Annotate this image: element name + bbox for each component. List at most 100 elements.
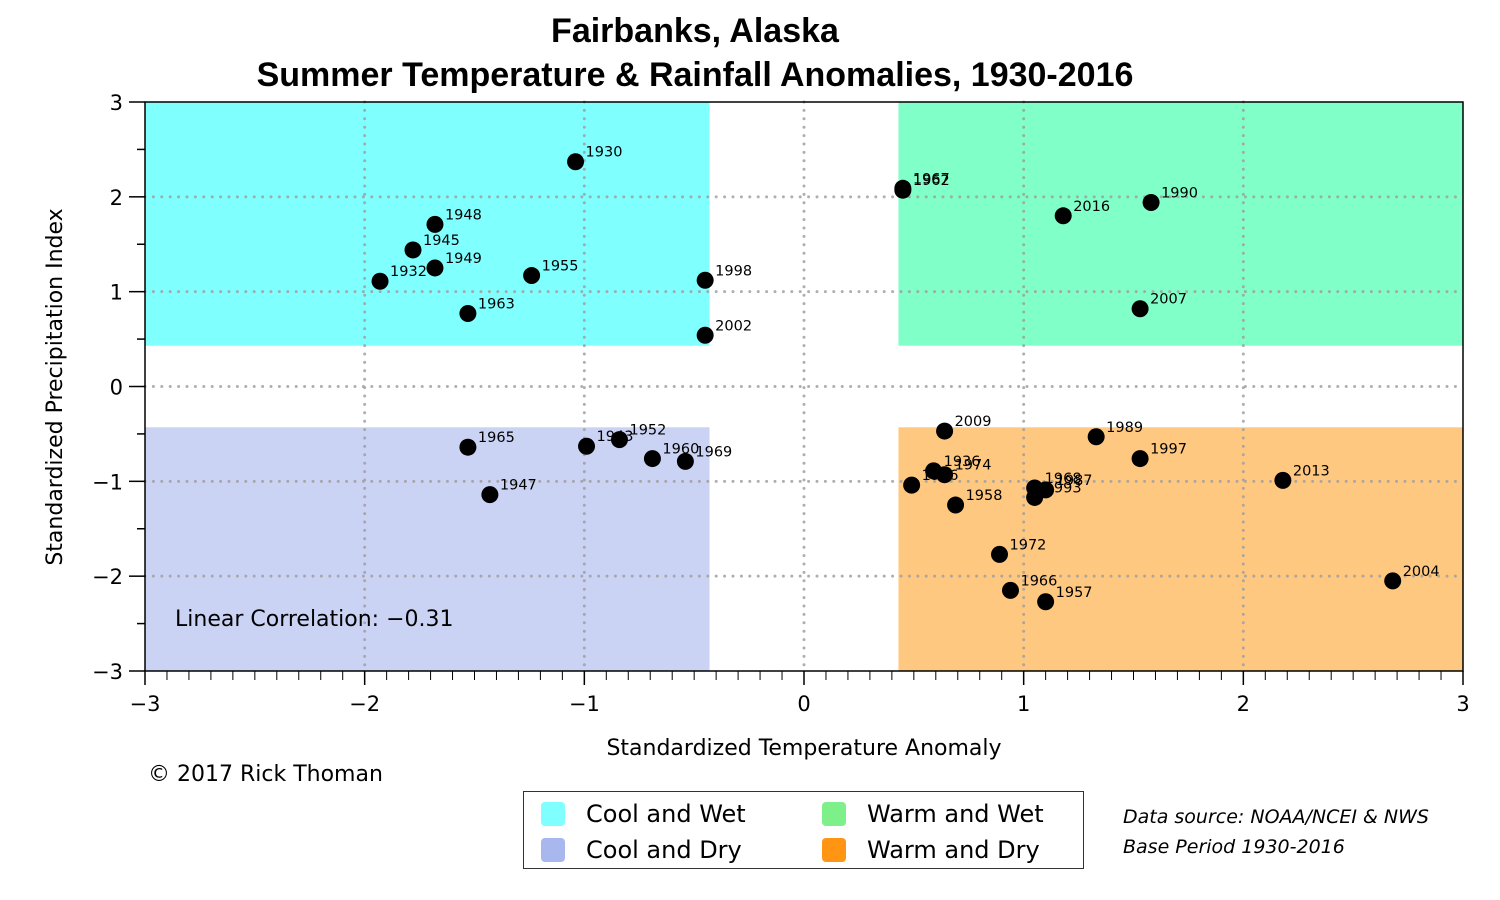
- legend-label: Cool and Dry: [586, 836, 742, 864]
- point-label: 1930: [586, 145, 623, 161]
- point-label: 2009: [955, 414, 992, 430]
- point-label: 1997: [1150, 442, 1187, 458]
- point-label: 1936: [944, 454, 981, 470]
- point-label: 1990: [1161, 186, 1198, 202]
- x-axis-label: Standardized Temperature Anomaly: [606, 736, 1001, 761]
- copyright: © 2017 Rick Thoman: [148, 762, 383, 787]
- data-point-1965: [459, 438, 477, 456]
- svg-text:−2: −2: [349, 692, 380, 716]
- data-point-1966: [1001, 581, 1019, 599]
- data-point-1945: [404, 241, 422, 259]
- point-label: 1945: [423, 233, 460, 249]
- warm-wet-swatch: [822, 802, 846, 826]
- data-point-1947: [481, 486, 499, 504]
- legend-item-cool-dry: Cool and Dry: [541, 836, 742, 864]
- point-label: 1993: [1045, 480, 1082, 496]
- data-point-1943: [578, 437, 596, 455]
- point-label: 2002: [715, 318, 752, 334]
- legend-item-warm-dry: Warm and Dry: [822, 836, 1040, 864]
- point-label: 1966: [1020, 573, 1057, 589]
- point-label: 1932: [390, 264, 427, 280]
- data-point-1989: [1087, 428, 1105, 446]
- data-point-1962: [894, 181, 912, 199]
- data-point-2007: [1131, 300, 1149, 318]
- quadrant-backgrounds: [145, 102, 1463, 671]
- cool-dry-swatch: [541, 838, 565, 862]
- data-point-2016: [1054, 207, 1072, 225]
- data-point-1956: [903, 476, 921, 494]
- svg-text:−1: −1: [92, 470, 123, 494]
- data-point-1960: [643, 450, 661, 468]
- point-label: 1963: [478, 296, 515, 312]
- correlation-annotation: Linear Correlation: −0.31: [175, 607, 454, 632]
- data-point-1948: [426, 215, 444, 233]
- data-point-1993: [1026, 488, 1044, 506]
- point-label: 1960: [662, 442, 699, 458]
- svg-text:2: 2: [1237, 692, 1250, 716]
- point-label: 1947: [500, 478, 537, 494]
- data-points: 1930 1948 1945 1949 1932 1955 1963 1998 2002 1967…: [371, 145, 1440, 611]
- point-label: 2004: [1403, 564, 1440, 580]
- point-label: 1998: [715, 263, 752, 279]
- point-label: 2007: [1150, 292, 1187, 308]
- source-line: Data source: NOAA/NCEI & NWS: [1123, 806, 1429, 828]
- data-point-1972: [991, 545, 1009, 563]
- data-point-1974: [936, 466, 954, 484]
- point-label: 1955: [542, 259, 579, 275]
- legend-label: Warm and Dry: [867, 836, 1040, 864]
- warm-dry-swatch: [822, 838, 846, 862]
- y-axis-label: Standardized Precipitation Index: [43, 208, 68, 565]
- point-label: 1965: [478, 430, 515, 446]
- svg-text:3: 3: [110, 91, 123, 115]
- legend-item-cool-wet: Cool and Wet: [541, 800, 746, 828]
- point-label: 1969: [695, 444, 732, 460]
- data-point-2002: [696, 326, 714, 344]
- point-label: 2016: [1073, 199, 1110, 215]
- base-period-line: Base Period 1930-2016: [1123, 836, 1345, 858]
- svg-text:0: 0: [110, 376, 123, 400]
- data-point-1932: [371, 272, 389, 290]
- data-source-note: Data source: NOAA/NCEI & NWS Base Period…: [1123, 802, 1429, 862]
- point-label: 1948: [445, 207, 482, 223]
- svg-text:3: 3: [1456, 692, 1469, 716]
- point-label: 1972: [1010, 537, 1047, 553]
- cool-wet-swatch: [541, 802, 565, 826]
- point-label: 1962: [913, 173, 950, 189]
- data-point-1998: [696, 271, 714, 289]
- data-point-1930: [567, 153, 585, 171]
- legend-label: Cool and Wet: [586, 800, 746, 828]
- svg-text:−3: −3: [130, 692, 161, 716]
- chart-title-line1: Fairbanks, Alaska: [551, 12, 839, 50]
- data-point-1952: [610, 431, 628, 449]
- point-label: 1967: [913, 171, 950, 187]
- svg-text:1: 1: [1017, 692, 1030, 716]
- chart-title-line2: Summer Temperature & Rainfall Anomalies,…: [256, 56, 1134, 94]
- data-point-1963: [459, 304, 477, 322]
- svg-text:−1: −1: [569, 692, 600, 716]
- svg-text:2: 2: [110, 186, 123, 210]
- point-label: 1952: [629, 423, 666, 439]
- quadrant-cool-and-dry: [145, 427, 710, 671]
- data-point-2013: [1274, 471, 1292, 489]
- data-point-1955: [523, 267, 541, 285]
- point-label: 1974: [955, 458, 992, 474]
- legend: Cool and Wet Cool and Dry Warm and Wet W…: [523, 791, 1084, 869]
- point-label: 1987: [1056, 473, 1093, 489]
- svg-text:−3: −3: [92, 660, 123, 684]
- point-label: 1958: [966, 488, 1003, 504]
- data-point-1949: [426, 259, 444, 277]
- data-point-1997: [1131, 450, 1149, 468]
- quadrant-warm-and-wet: [898, 102, 1463, 346]
- data-point-1958: [947, 496, 965, 514]
- legend-item-warm-wet: Warm and Wet: [822, 800, 1044, 828]
- svg-text:1: 1: [110, 281, 123, 305]
- point-label: 1989: [1106, 420, 1143, 436]
- quadrant-warm-and-dry: [898, 427, 1463, 671]
- svg-text:−2: −2: [92, 565, 123, 589]
- point-label: 1957: [1056, 585, 1093, 601]
- point-label: 1949: [445, 251, 482, 267]
- data-point-2004: [1384, 572, 1402, 590]
- data-point-1957: [1037, 593, 1055, 611]
- point-label: 2013: [1293, 463, 1330, 479]
